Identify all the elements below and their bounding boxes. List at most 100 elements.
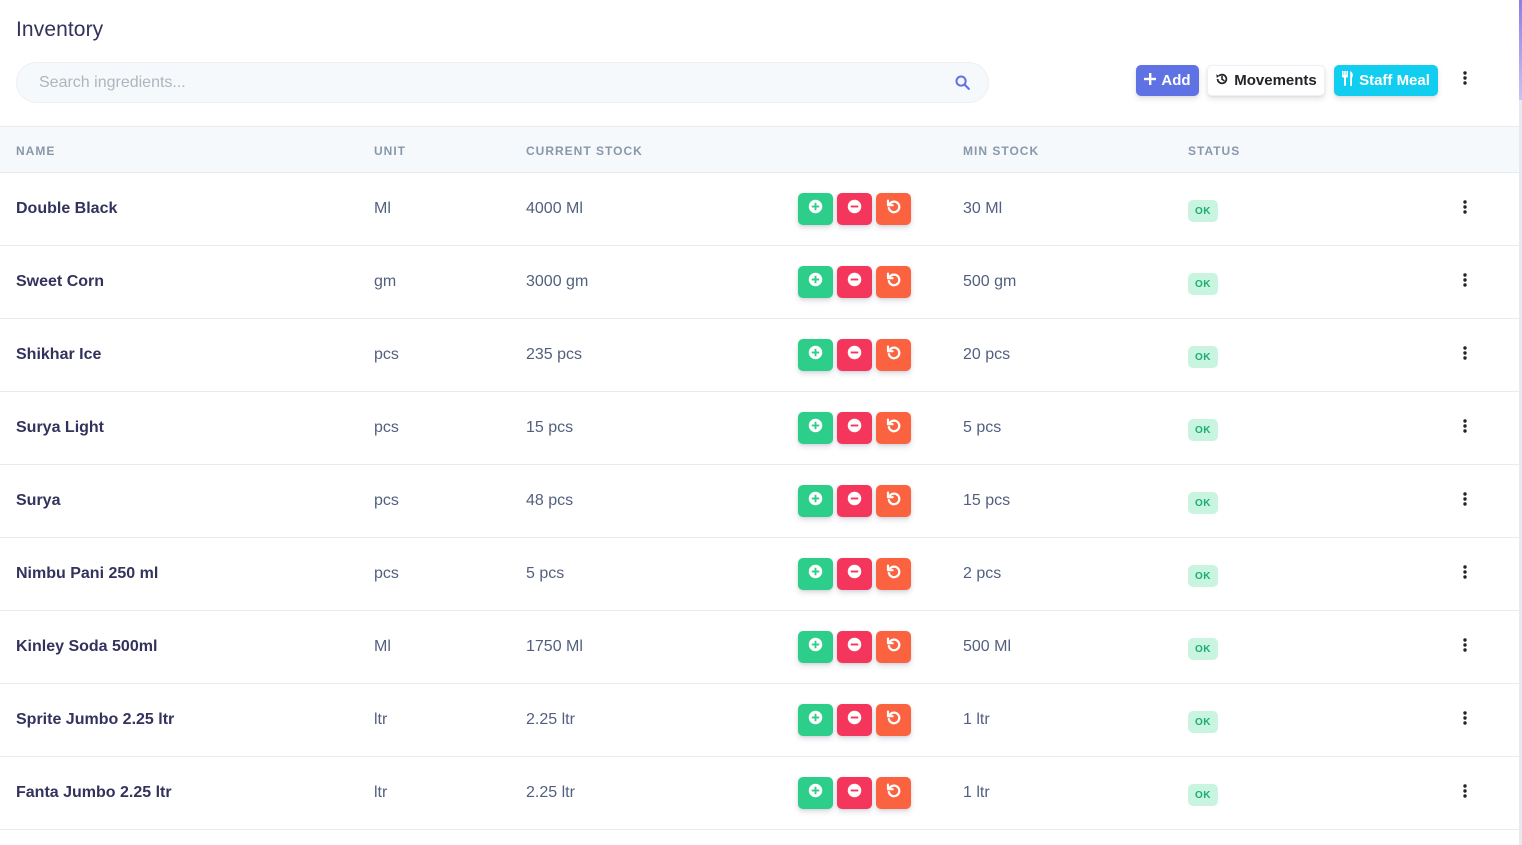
- add-stock-button[interactable]: [798, 558, 833, 590]
- current-stock: 4000 Ml: [526, 200, 583, 217]
- ingredient-name: Nimbu Pani 250 ml: [16, 565, 159, 582]
- remove-stock-button[interactable]: [837, 558, 872, 590]
- min-stock: 5 pcs: [963, 419, 1002, 436]
- min-stock: 2 pcs: [963, 565, 1002, 582]
- min-stock: 500 Ml: [963, 638, 1012, 655]
- page-more-menu-button[interactable]: [1455, 69, 1475, 91]
- remove-stock-button[interactable]: [837, 777, 872, 809]
- status-badge: OK: [1188, 273, 1218, 295]
- add-button[interactable]: Add: [1136, 65, 1199, 96]
- stock-actions: [798, 412, 911, 444]
- row-more-menu-button[interactable]: [1455, 709, 1475, 731]
- table-row: Nimbu Pani 250 ml pcs 5 pcs 2 pcs OK: [0, 538, 1519, 611]
- ingredient-unit: pcs: [374, 346, 399, 363]
- add-stock-button[interactable]: [798, 704, 833, 736]
- history-icon: [1215, 72, 1229, 90]
- table-body: Double Black Ml 4000 Ml 30 Ml OK: [0, 173, 1519, 830]
- reset-stock-button[interactable]: [876, 777, 911, 809]
- staff-meal-button[interactable]: Staff Meal: [1334, 65, 1438, 96]
- table-row: Sweet Corn gm 3000 gm 500 gm OK: [0, 246, 1519, 319]
- remove-stock-button[interactable]: [837, 412, 872, 444]
- current-stock: 235 pcs: [526, 346, 583, 363]
- row-more-menu-button[interactable]: [1455, 271, 1475, 293]
- reset-stock-button[interactable]: [876, 704, 911, 736]
- column-header-min-stock: MIN STOCK: [963, 144, 1040, 158]
- status-badge: OK: [1188, 492, 1218, 514]
- movements-button[interactable]: Movements: [1207, 65, 1325, 96]
- undo-icon: [886, 199, 902, 220]
- ingredient-name: Fanta Jumbo 2.25 ltr: [16, 784, 172, 801]
- plus-circle-icon: [808, 491, 823, 511]
- search-input[interactable]: [17, 63, 952, 102]
- remove-stock-button[interactable]: [837, 631, 872, 663]
- add-stock-button[interactable]: [798, 485, 833, 517]
- stock-actions: [798, 485, 911, 517]
- add-stock-button[interactable]: [798, 412, 833, 444]
- minus-circle-icon: [847, 272, 862, 292]
- row-more-menu-button[interactable]: [1455, 344, 1475, 366]
- undo-icon: [886, 637, 902, 658]
- row-more-menu-button[interactable]: [1455, 563, 1475, 585]
- remove-stock-button[interactable]: [837, 193, 872, 225]
- table-row: Sprite Jumbo 2.25 ltr ltr 2.25 ltr 1 ltr…: [0, 684, 1519, 757]
- ingredient-unit: pcs: [374, 492, 399, 509]
- current-stock: 1750 Ml: [526, 638, 583, 655]
- ingredient-name: Surya Light: [16, 419, 105, 436]
- scrollbar-edge[interactable]: [1519, 0, 1522, 845]
- add-stock-button[interactable]: [798, 193, 833, 225]
- remove-stock-button[interactable]: [837, 266, 872, 298]
- current-stock: 3000 gm: [526, 273, 589, 290]
- stock-actions: [798, 631, 911, 663]
- status-badge: OK: [1188, 346, 1218, 368]
- add-stock-button[interactable]: [798, 777, 833, 809]
- current-stock: 48 pcs: [526, 492, 574, 509]
- table-row: Surya pcs 48 pcs 15 pcs OK: [0, 465, 1519, 538]
- add-stock-button[interactable]: [798, 631, 833, 663]
- ingredient-name: Sprite Jumbo 2.25 ltr: [16, 711, 175, 728]
- search-icon[interactable]: [952, 73, 972, 93]
- reset-stock-button[interactable]: [876, 193, 911, 225]
- remove-stock-button[interactable]: [837, 704, 872, 736]
- page-title: Inventory: [16, 18, 104, 41]
- add-stock-button[interactable]: [798, 339, 833, 371]
- plus-circle-icon: [808, 637, 823, 657]
- remove-stock-button[interactable]: [837, 339, 872, 371]
- kebab-icon: [1463, 70, 1467, 90]
- undo-icon: [886, 564, 902, 585]
- minus-circle-icon: [847, 783, 862, 803]
- kebab-icon: [1463, 272, 1467, 292]
- add-stock-button[interactable]: [798, 266, 833, 298]
- remove-stock-button[interactable]: [837, 485, 872, 517]
- table-row: Double Black Ml 4000 Ml 30 Ml OK: [0, 173, 1519, 246]
- row-more-menu-button[interactable]: [1455, 417, 1475, 439]
- reset-stock-button[interactable]: [876, 631, 911, 663]
- reset-stock-button[interactable]: [876, 558, 911, 590]
- status-badge: OK: [1188, 200, 1218, 222]
- minus-circle-icon: [847, 418, 862, 438]
- kebab-icon: [1463, 564, 1467, 584]
- kebab-icon: [1463, 199, 1467, 219]
- reset-stock-button[interactable]: [876, 412, 911, 444]
- column-header-status: STATUS: [1188, 144, 1241, 158]
- min-stock: 30 Ml: [963, 200, 1003, 217]
- kebab-icon: [1463, 710, 1467, 730]
- reset-stock-button[interactable]: [876, 485, 911, 517]
- minus-circle-icon: [847, 564, 862, 584]
- row-more-menu-button[interactable]: [1455, 490, 1475, 512]
- undo-icon: [886, 345, 902, 366]
- plus-circle-icon: [808, 783, 823, 803]
- ingredient-name: Kinley Soda 500ml: [16, 638, 158, 655]
- stock-actions: [798, 558, 911, 590]
- table-row: Shikhar Ice pcs 235 pcs 20 pcs OK: [0, 319, 1519, 392]
- undo-icon: [886, 783, 902, 804]
- row-more-menu-button[interactable]: [1455, 198, 1475, 220]
- reset-stock-button[interactable]: [876, 266, 911, 298]
- column-header-current-stock: CURRENT STOCK: [526, 144, 643, 158]
- ingredient-unit: Ml: [374, 638, 391, 655]
- reset-stock-button[interactable]: [876, 339, 911, 371]
- row-more-menu-button[interactable]: [1455, 636, 1475, 658]
- inventory-table: NAME UNIT CURRENT STOCK MIN STOCK STATUS…: [0, 126, 1519, 830]
- ingredient-unit: ltr: [374, 711, 388, 728]
- row-more-menu-button[interactable]: [1455, 782, 1475, 804]
